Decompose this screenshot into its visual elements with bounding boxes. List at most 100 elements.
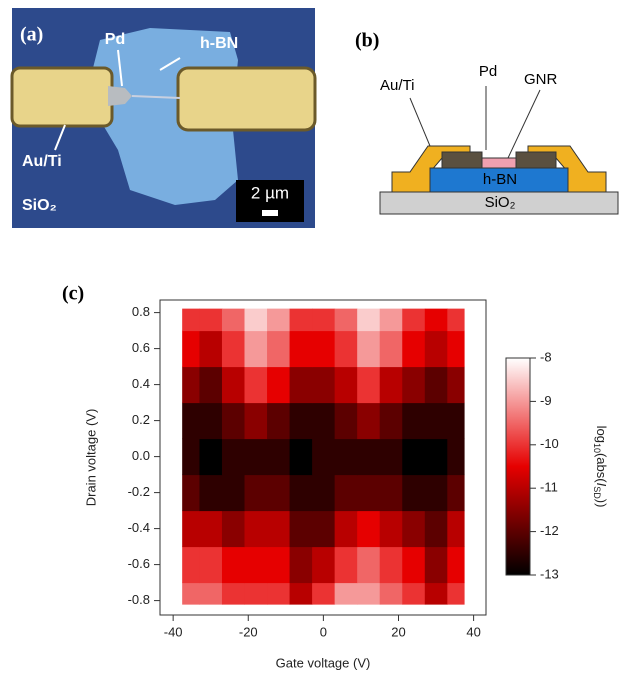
heatmap-cell bbox=[267, 366, 291, 404]
heatmap-cell bbox=[447, 510, 465, 548]
heatmap-cell bbox=[447, 582, 465, 605]
x-tick-label: -40 bbox=[164, 624, 183, 639]
heatmap-plot: -40 -20 0 20 40 0.8 0.6 0.4 0.2 0.0 -0.2 -0.4 -0.6 -0… bbox=[83, 299, 609, 670]
heatmap-cell bbox=[334, 330, 358, 368]
panel-label: (c) bbox=[62, 283, 84, 305]
heatmap-cell bbox=[182, 510, 200, 548]
heatmap-cell bbox=[402, 330, 426, 368]
y-axis-label: Drain voltage (V) bbox=[83, 409, 98, 507]
heatmap-cell bbox=[221, 366, 246, 404]
heatmap-cell bbox=[199, 546, 223, 584]
heatmap-cell bbox=[221, 402, 246, 440]
x-tick-label: 40 bbox=[466, 624, 480, 639]
heatmap-cell bbox=[334, 474, 358, 512]
heatmap-cell bbox=[447, 438, 465, 476]
heatmap-cell bbox=[244, 474, 268, 512]
heatmap-cell bbox=[289, 366, 313, 404]
heatmap-cell bbox=[379, 510, 403, 548]
y-tick-label: 0.4 bbox=[132, 376, 150, 391]
y-tick-label: 0.0 bbox=[132, 448, 150, 463]
heatmap-cell bbox=[379, 546, 403, 584]
heatmap-cell bbox=[244, 402, 268, 440]
heatmap-cell bbox=[199, 366, 223, 404]
heatmap-cell bbox=[182, 308, 200, 332]
heatmap-cell bbox=[312, 402, 336, 440]
heatmap-cell bbox=[402, 402, 426, 440]
heatmap-cell bbox=[334, 308, 358, 332]
heatmap-cell bbox=[199, 402, 223, 440]
y-tick-label: 0.6 bbox=[132, 340, 150, 355]
heatmap-cell bbox=[402, 366, 426, 404]
heatmap-cell bbox=[447, 474, 465, 512]
heatmap-cell bbox=[334, 402, 358, 440]
heatmap-cell bbox=[357, 546, 381, 584]
heatmap-cell bbox=[289, 330, 313, 368]
heatmap-cell bbox=[447, 546, 465, 584]
heatmap-cell bbox=[424, 510, 448, 548]
heatmap-cell bbox=[267, 330, 291, 368]
y-tick-label: -0.8 bbox=[128, 592, 150, 607]
label-pd: Pd bbox=[105, 31, 125, 48]
heatmap-cell bbox=[221, 474, 246, 512]
heatmap-cell bbox=[182, 474, 200, 512]
heatmap-cell bbox=[312, 438, 336, 476]
heatmap-cell bbox=[424, 402, 448, 440]
heatmap-cell bbox=[289, 438, 313, 476]
heatmap-cell bbox=[402, 582, 426, 605]
heatmap-cell bbox=[221, 546, 246, 584]
heatmap-cell bbox=[424, 366, 448, 404]
x-tick-label: 20 bbox=[391, 624, 405, 639]
scale-bar-label: 2 µm bbox=[251, 183, 289, 202]
colorbar-tick-label: -8 bbox=[540, 349, 552, 364]
heatmap-cell bbox=[221, 510, 246, 548]
micrograph: (a) Pd h-BN Au/Ti SiO₂ 2 µm bbox=[10, 8, 317, 228]
colorbar bbox=[505, 357, 531, 576]
heatmap-cell bbox=[289, 510, 313, 548]
colorbar-label-part: I bbox=[594, 483, 609, 487]
heatmap-cell bbox=[221, 438, 246, 476]
heatmap-cell bbox=[289, 582, 313, 605]
heatmap-cell bbox=[312, 582, 336, 605]
heatmap-cell bbox=[447, 366, 465, 404]
label-hbn: h-BN bbox=[483, 171, 517, 188]
heatmap-cell bbox=[289, 308, 313, 332]
heatmap-cell bbox=[379, 366, 403, 404]
x-axis-label: Gate voltage (V) bbox=[276, 655, 371, 670]
heatmap-cell bbox=[334, 366, 358, 404]
heatmap-cell bbox=[379, 308, 403, 332]
colorbar-label-part: 10 bbox=[592, 443, 602, 453]
colorbar-label-part: log bbox=[594, 426, 609, 443]
heatmap-cell bbox=[244, 308, 268, 332]
heatmap-cells bbox=[182, 308, 465, 605]
heatmap-cell bbox=[357, 510, 381, 548]
colorbar-label-part: )) bbox=[594, 499, 609, 508]
heatmap-cell bbox=[199, 510, 223, 548]
heatmap-cell bbox=[289, 474, 313, 512]
label-sio2: SiO₂ bbox=[485, 194, 516, 211]
heatmap-cell bbox=[402, 546, 426, 584]
x-tick-label: -20 bbox=[239, 624, 258, 639]
label-auti: Au/Ti bbox=[22, 153, 62, 170]
heatmap-cell bbox=[402, 510, 426, 548]
heatmap-cell bbox=[312, 366, 336, 404]
heatmap-cell bbox=[182, 402, 200, 440]
heatmap-cell bbox=[312, 330, 336, 368]
heatmap-cell bbox=[182, 366, 200, 404]
heatmap-cell bbox=[289, 402, 313, 440]
heatmap-cell bbox=[244, 330, 268, 368]
heatmap-cell bbox=[424, 546, 448, 584]
heatmap-cell bbox=[182, 438, 200, 476]
heatmap-cell bbox=[447, 402, 465, 440]
heatmap-cell bbox=[379, 402, 403, 440]
heatmap-cell bbox=[334, 510, 358, 548]
heatmap-cell bbox=[424, 474, 448, 512]
heatmap-cell bbox=[244, 546, 268, 584]
heatmap-cell bbox=[244, 582, 268, 605]
heatmap-cell bbox=[379, 474, 403, 512]
heatmap-cell bbox=[379, 582, 403, 605]
heatmap-cell bbox=[221, 330, 246, 368]
heatmap-cell bbox=[334, 582, 358, 605]
heatmap-cell bbox=[402, 474, 426, 512]
label-sio2: SiO₂ bbox=[22, 197, 57, 214]
heatmap-cell bbox=[357, 308, 381, 332]
